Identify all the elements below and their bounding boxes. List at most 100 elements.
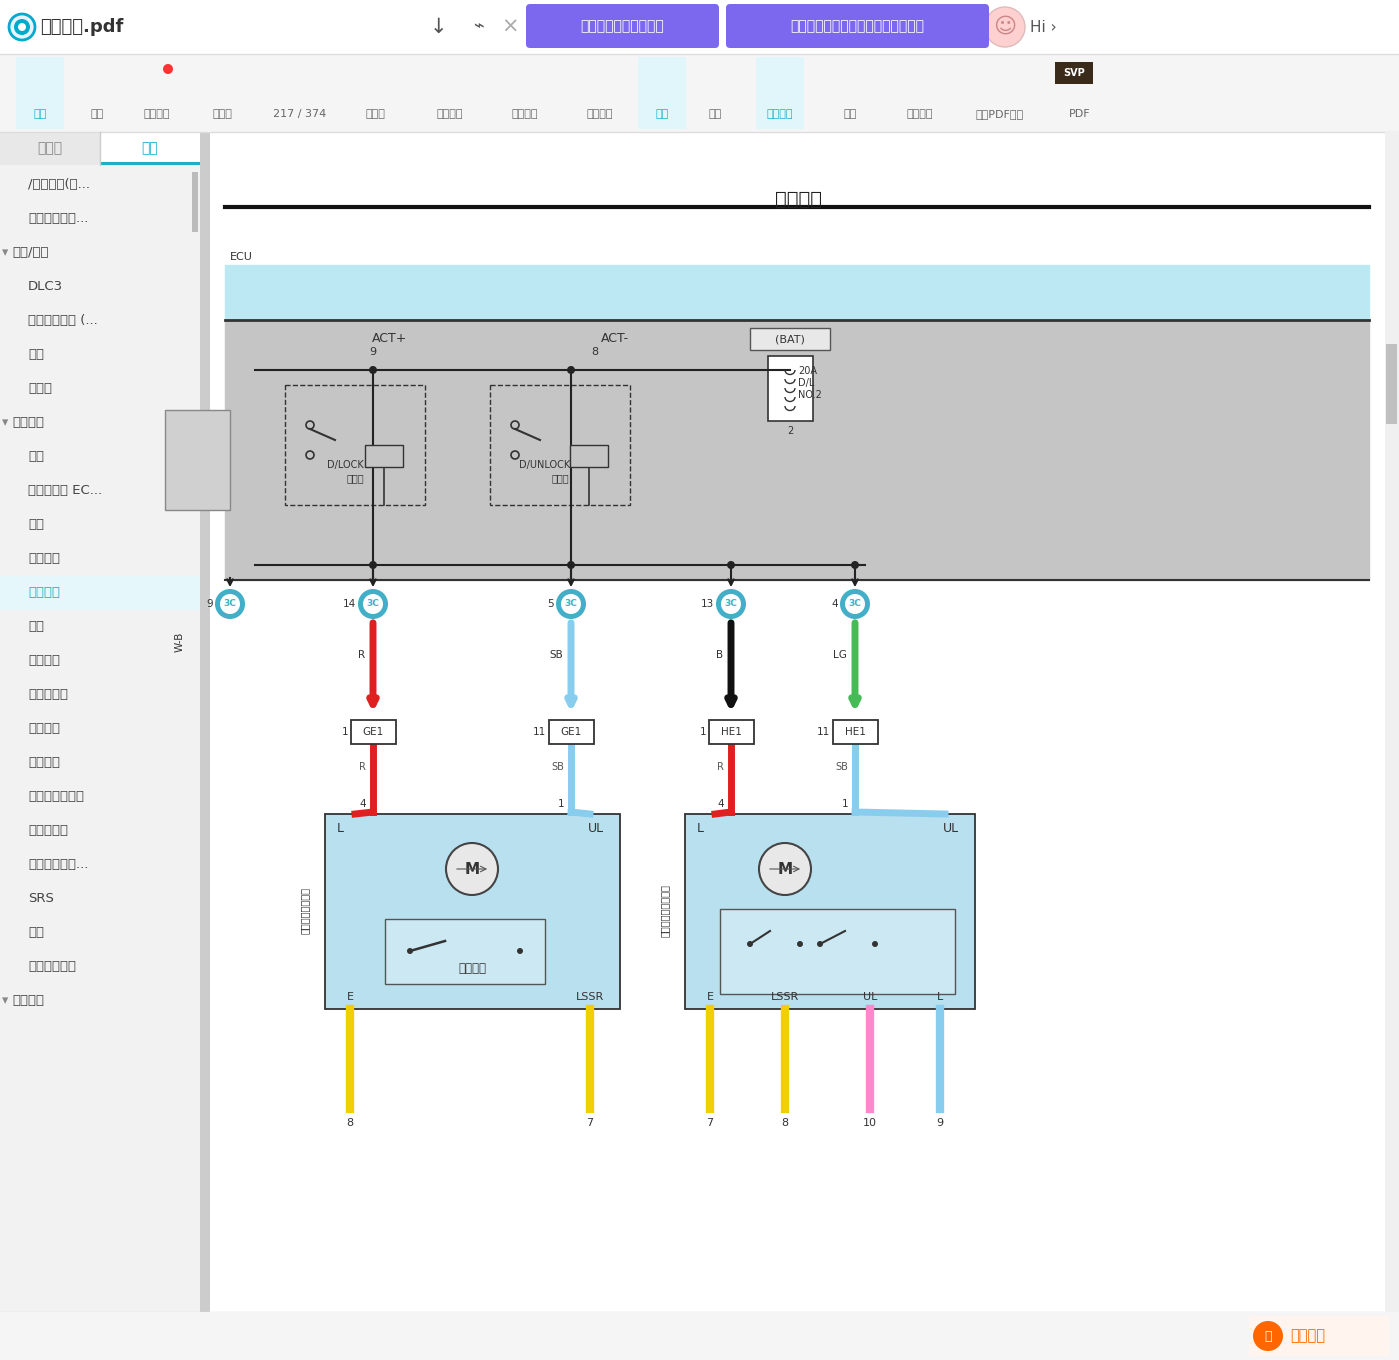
Text: ▯▯: ▯▯ — [723, 1327, 741, 1345]
Text: E: E — [706, 991, 713, 1002]
Text: ▾: ▾ — [1, 416, 8, 430]
FancyBboxPatch shape — [526, 4, 719, 48]
Text: 9: 9 — [936, 1118, 943, 1127]
Text: 双页: 双页 — [708, 109, 722, 120]
Text: 4: 4 — [360, 800, 367, 809]
Text: 电动座椅: 电动座椅 — [28, 756, 60, 770]
Text: 目录: 目录 — [34, 109, 46, 120]
Text: L: L — [337, 821, 344, 835]
Bar — [569, 445, 609, 466]
Bar — [1249, 1316, 1389, 1356]
Text: GE1: GE1 — [362, 728, 383, 737]
Bar — [351, 719, 396, 744]
Text: 4: 4 — [718, 800, 725, 809]
Text: SB: SB — [550, 650, 562, 660]
Text: GE1: GE1 — [561, 728, 582, 737]
Text: 电源: 电源 — [28, 348, 43, 362]
Circle shape — [511, 452, 519, 460]
Circle shape — [747, 941, 753, 947]
Text: ↓: ↓ — [429, 18, 446, 37]
Bar — [709, 719, 754, 744]
Text: ACT-: ACT- — [602, 332, 630, 344]
Text: 适合页面: 适合页面 — [586, 109, 613, 120]
Text: SRS: SRS — [28, 892, 55, 906]
Text: 3C: 3C — [367, 600, 379, 608]
Bar — [0, 132, 200, 1312]
Text: 门锁控制: 门锁控制 — [775, 189, 821, 208]
Bar — [192, 171, 199, 233]
Bar — [99, 162, 200, 165]
Text: 3C: 3C — [725, 600, 737, 608]
Text: 电源插座: 电源插座 — [28, 722, 60, 736]
Text: 多路通信系统 (...: 多路通信系统 (... — [28, 314, 98, 328]
Circle shape — [511, 422, 519, 428]
Circle shape — [369, 560, 376, 568]
Text: ⊞: ⊞ — [830, 1327, 844, 1345]
Bar — [1385, 132, 1399, 1312]
Text: 9: 9 — [207, 598, 213, 609]
Text: 系统电路.pdf: 系统电路.pdf — [41, 18, 123, 35]
Bar — [99, 132, 200, 165]
Bar — [1055, 63, 1093, 84]
Text: ▾: ▾ — [1, 246, 8, 260]
Text: 影印PDF识别: 影印PDF识别 — [977, 109, 1024, 120]
Text: |‹: |‹ — [27, 1327, 38, 1344]
Bar — [210, 132, 1386, 1312]
Text: 汽修帮手: 汽修帮手 — [1290, 1329, 1325, 1344]
Bar — [165, 409, 229, 510]
Text: ACT+: ACT+ — [372, 332, 407, 344]
Text: 停机系统: 停机系统 — [28, 654, 60, 668]
Circle shape — [362, 594, 383, 613]
Text: D/LOCK: D/LOCK — [326, 460, 364, 471]
Text: ≡: ≡ — [776, 1327, 790, 1345]
Text: ⊡: ⊡ — [881, 1327, 895, 1345]
Text: M: M — [778, 861, 793, 876]
Text: R: R — [358, 650, 365, 660]
Text: UL: UL — [863, 991, 877, 1002]
Circle shape — [839, 589, 870, 619]
Text: 电源/网络: 电源/网络 — [13, 246, 49, 260]
Circle shape — [567, 560, 575, 568]
Bar — [0, 54, 1399, 132]
Text: 智能上车和起...: 智能上车和起... — [28, 858, 88, 872]
Text: ›: › — [161, 1327, 169, 1345]
Text: Hi ›: Hi › — [1030, 19, 1056, 34]
Circle shape — [8, 14, 35, 39]
Text: 作为模拟面试官，帮我模拟面试问题: 作为模拟面试官，帮我模拟面试问题 — [790, 19, 923, 33]
Bar — [0, 0, 1399, 54]
Text: 查找: 查找 — [844, 109, 856, 120]
Bar — [768, 356, 813, 422]
Text: DLC3: DLC3 — [28, 280, 63, 294]
Bar — [225, 320, 1370, 579]
Circle shape — [1254, 1321, 1283, 1350]
Text: SB: SB — [551, 762, 564, 772]
Circle shape — [407, 948, 413, 953]
Circle shape — [215, 589, 245, 619]
Text: 10: 10 — [863, 1118, 877, 1127]
Text: 1: 1 — [841, 800, 848, 809]
Text: LG: LG — [834, 650, 846, 660]
Bar — [200, 132, 1399, 1312]
Circle shape — [797, 941, 803, 947]
Circle shape — [845, 594, 865, 613]
Text: 前驱动门锁驱动器: 前驱动门锁驱动器 — [299, 888, 311, 934]
Text: ⌁: ⌁ — [473, 18, 484, 35]
Circle shape — [555, 589, 586, 619]
Text: 解锁检测: 解锁检测 — [457, 963, 485, 975]
Text: SB: SB — [835, 762, 848, 772]
Text: 11: 11 — [817, 728, 830, 737]
Text: □: □ — [932, 1327, 949, 1345]
Text: 座椅安全带警告: 座椅安全带警告 — [28, 790, 84, 804]
Circle shape — [720, 594, 741, 613]
Text: W-B: W-B — [175, 632, 185, 653]
Text: 打印: 打印 — [91, 109, 104, 120]
Text: 缩略图: 缩略图 — [38, 141, 63, 155]
Text: 5: 5 — [547, 598, 554, 609]
Text: PDF: PDF — [1069, 109, 1091, 120]
Circle shape — [164, 64, 173, 73]
Text: 门锁控制: 门锁控制 — [28, 586, 60, 600]
Text: UL: UL — [943, 821, 960, 835]
Text: ×: × — [501, 18, 519, 37]
Circle shape — [358, 589, 388, 619]
Text: 令: 令 — [1265, 1330, 1272, 1342]
